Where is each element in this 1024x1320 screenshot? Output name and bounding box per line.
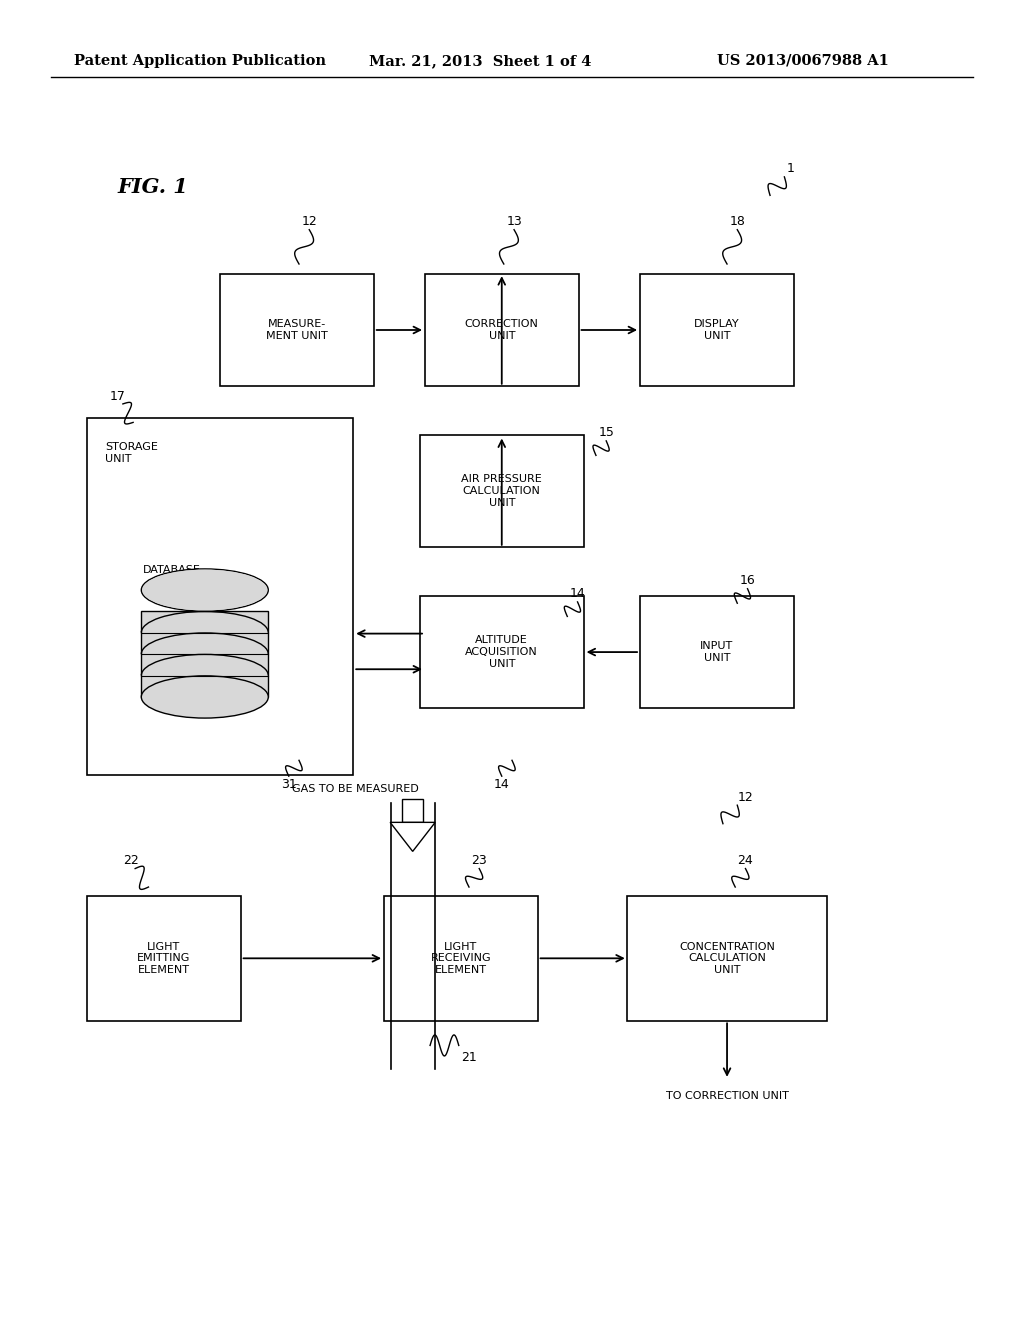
Text: 23: 23: [471, 854, 487, 867]
Text: US 2013/0067988 A1: US 2013/0067988 A1: [717, 54, 889, 67]
Bar: [87, 418, 353, 775]
Text: LIGHT
RECEIVING
ELEMENT: LIGHT RECEIVING ELEMENT: [430, 941, 492, 975]
Bar: [640, 275, 794, 385]
Ellipse shape: [142, 570, 267, 610]
Text: INPUT
UNIT: INPUT UNIT: [700, 642, 733, 663]
Text: 31: 31: [281, 777, 297, 791]
Text: GAS TO BE MEASURED: GAS TO BE MEASURED: [292, 784, 419, 795]
Text: TO CORRECTION UNIT: TO CORRECTION UNIT: [666, 1090, 788, 1101]
Text: STORAGE
UNIT: STORAGE UNIT: [105, 442, 159, 463]
Text: AIR PRESSURE
CALCULATION
UNIT: AIR PRESSURE CALCULATION UNIT: [462, 474, 542, 508]
Text: MEASURE-
MENT UNIT: MEASURE- MENT UNIT: [266, 319, 328, 341]
Bar: [425, 275, 579, 385]
Text: DISPLAY
UNIT: DISPLAY UNIT: [694, 319, 739, 341]
Text: LIGHT
EMITTING
ELEMENT: LIGHT EMITTING ELEMENT: [137, 941, 190, 975]
Text: 18: 18: [729, 215, 745, 228]
Text: 12: 12: [737, 791, 754, 804]
Text: 1: 1: [786, 162, 795, 176]
Bar: [87, 895, 241, 1022]
Text: CONCENTRATION
CALCULATION
UNIT: CONCENTRATION CALCULATION UNIT: [679, 941, 775, 975]
Text: CORRECTION
UNIT: CORRECTION UNIT: [465, 319, 539, 341]
Bar: [627, 895, 826, 1022]
Text: 15: 15: [598, 426, 614, 440]
Ellipse shape: [141, 676, 268, 718]
Text: 12: 12: [301, 215, 317, 228]
Text: 16: 16: [739, 574, 756, 587]
Text: FIG. 1: FIG. 1: [118, 177, 188, 198]
Text: 17: 17: [110, 389, 126, 403]
Text: 13: 13: [506, 215, 522, 228]
Bar: [420, 597, 584, 708]
Text: DATABASE: DATABASE: [143, 565, 202, 576]
Text: 24: 24: [737, 854, 754, 867]
Text: ALTITUDE
ACQUISITION
UNIT: ALTITUDE ACQUISITION UNIT: [465, 635, 539, 669]
Text: Patent Application Publication: Patent Application Publication: [74, 54, 326, 67]
Polygon shape: [390, 822, 435, 851]
Text: Mar. 21, 2013  Sheet 1 of 4: Mar. 21, 2013 Sheet 1 of 4: [369, 54, 591, 67]
Bar: [384, 895, 538, 1022]
Text: FIG. 2: FIG. 2: [118, 709, 188, 730]
Bar: [640, 597, 794, 708]
Text: 22: 22: [123, 854, 139, 867]
Bar: [141, 611, 268, 697]
Text: 14: 14: [569, 587, 586, 601]
Bar: [420, 436, 584, 546]
Text: 21: 21: [461, 1051, 476, 1064]
Text: 14: 14: [494, 777, 510, 791]
Bar: [402, 799, 423, 822]
Ellipse shape: [141, 569, 268, 611]
Bar: [220, 275, 374, 385]
